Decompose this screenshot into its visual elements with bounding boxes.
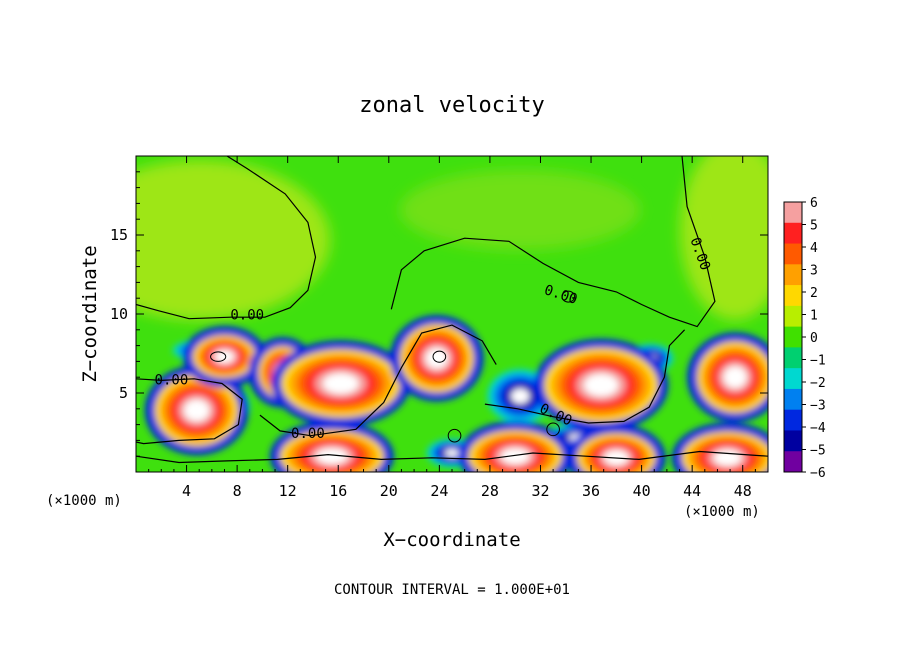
upper-right-light-green-region — [680, 156, 768, 320]
x-tick-label: 20 — [380, 482, 398, 500]
positive-cell-ring — [184, 399, 210, 422]
positive-cell-ring — [214, 350, 234, 364]
y-tick-label: 15 — [110, 226, 128, 244]
colorbar-tick-label: 5 — [810, 219, 818, 234]
positive-cell — [671, 422, 768, 472]
chart-title: zonal velocity — [359, 93, 544, 118]
zero-contour-line — [136, 378, 243, 445]
x-tick-label: 48 — [734, 482, 752, 500]
colorbar-swatch — [784, 243, 802, 265]
positive-cell-ring — [322, 373, 359, 394]
contour-layer — [136, 156, 768, 464]
colorbar-tick-label: −1 — [810, 354, 826, 369]
colorbar-swatch — [784, 430, 802, 452]
x-unit-right: (×1000 m) — [684, 504, 760, 520]
colorbar-tick-label: −2 — [810, 376, 826, 391]
upper-light-green-region — [136, 160, 330, 320]
negative-cell — [487, 369, 554, 424]
colorbar-tick-label: −3 — [810, 399, 826, 414]
colorbar-swatch — [784, 222, 802, 245]
zero-contour-line — [390, 156, 716, 328]
field-shading — [136, 156, 768, 320]
x-tick-label: 44 — [683, 482, 701, 500]
x-tick-label: 12 — [279, 482, 297, 500]
zero-contour-line — [484, 329, 686, 424]
colorbar-swatch — [784, 388, 802, 411]
colorbar-swatch — [784, 368, 802, 390]
colorbar-swatch — [784, 264, 802, 286]
positive-cell — [182, 326, 267, 388]
cells-layer — [144, 315, 768, 472]
colorbar-swatch — [784, 285, 802, 307]
x-tick-label: 4 — [182, 482, 191, 500]
colorbar-tick-label: 0 — [810, 331, 818, 346]
positive-cell — [534, 338, 669, 432]
x-unit-left: (×1000 m) — [46, 493, 122, 509]
positive-cell-ring — [425, 348, 448, 369]
positive-cell — [271, 340, 411, 427]
colorbar-tick-label: −6 — [810, 466, 826, 481]
y-axis: 5 10 15 — [110, 171, 768, 457]
colorbar-swatch — [784, 326, 802, 348]
y-tick-label: 10 — [110, 305, 128, 323]
contour-label: 0.00 — [230, 308, 264, 324]
x-tick-label: 28 — [481, 482, 499, 500]
colorbar-tick-label: 3 — [810, 264, 818, 279]
zero-contour-line — [136, 156, 317, 320]
colorbar-swatch — [784, 451, 802, 473]
positive-cell-ring — [316, 448, 348, 465]
zero-contour-line — [136, 450, 768, 464]
positive-cell — [144, 365, 249, 456]
upper-mid-green-region — [400, 170, 640, 250]
closed-contour-loop — [561, 290, 576, 303]
positive-cell — [567, 424, 666, 472]
colorbar-tick-label: −4 — [810, 421, 826, 436]
positive-cell-ring — [584, 373, 619, 397]
zero-contour-line — [259, 324, 497, 437]
x-tick-label: 24 — [430, 482, 448, 500]
negative-cell-ring — [444, 449, 460, 458]
colorbar-swatch — [784, 305, 802, 328]
positive-cell-ring — [723, 366, 747, 388]
colorbar-tick-label: 2 — [810, 286, 818, 301]
positive-cell — [270, 420, 394, 472]
contour-label: 0.00 — [291, 426, 325, 442]
closed-contour-loop — [546, 422, 560, 437]
x-axis-label: X−coordinate — [383, 529, 520, 551]
x-tick-label: 8 — [233, 482, 242, 500]
contour-label: 0.00 — [155, 372, 189, 388]
x-tick-label: 32 — [531, 482, 549, 500]
colorbar-tick-label: 1 — [810, 309, 818, 324]
plot-area: 0.000.000.000.000.000.00 — [136, 156, 768, 472]
positive-cell — [458, 420, 573, 472]
colorbar-swatch — [784, 409, 802, 431]
contour-interval-note: CONTOUR INTERVAL = 1.000E+01 — [334, 582, 570, 598]
colorbar-swatch — [784, 347, 802, 369]
x-tick-label: 40 — [633, 482, 651, 500]
positive-cell — [390, 315, 484, 402]
colorbar-swatch — [784, 202, 802, 224]
closed-contour-loop — [447, 428, 462, 443]
y-axis-label: Z−coordinate — [79, 245, 101, 382]
x-axis: 4 8 12 16 20 24 28 32 36 40 44 48 — [148, 156, 756, 500]
colorbar-tick-label: 6 — [810, 196, 818, 211]
x-tick-label: 16 — [329, 482, 347, 500]
positive-cell-ring — [501, 448, 530, 465]
colorbar-tick-label: −5 — [810, 444, 826, 459]
colorbar: 6 5 4 3 2 1 0 −1 −2 −3 −4 −5 −6 — [783, 196, 826, 481]
closed-contour-loop — [432, 350, 447, 363]
positive-cell — [687, 332, 768, 422]
x-tick-label: 36 — [582, 482, 600, 500]
negative-cell-ring — [511, 388, 530, 404]
colorbar-tick-label: 4 — [810, 241, 818, 256]
closed-contour-loop — [210, 351, 227, 362]
y-tick-label: 5 — [119, 384, 128, 402]
